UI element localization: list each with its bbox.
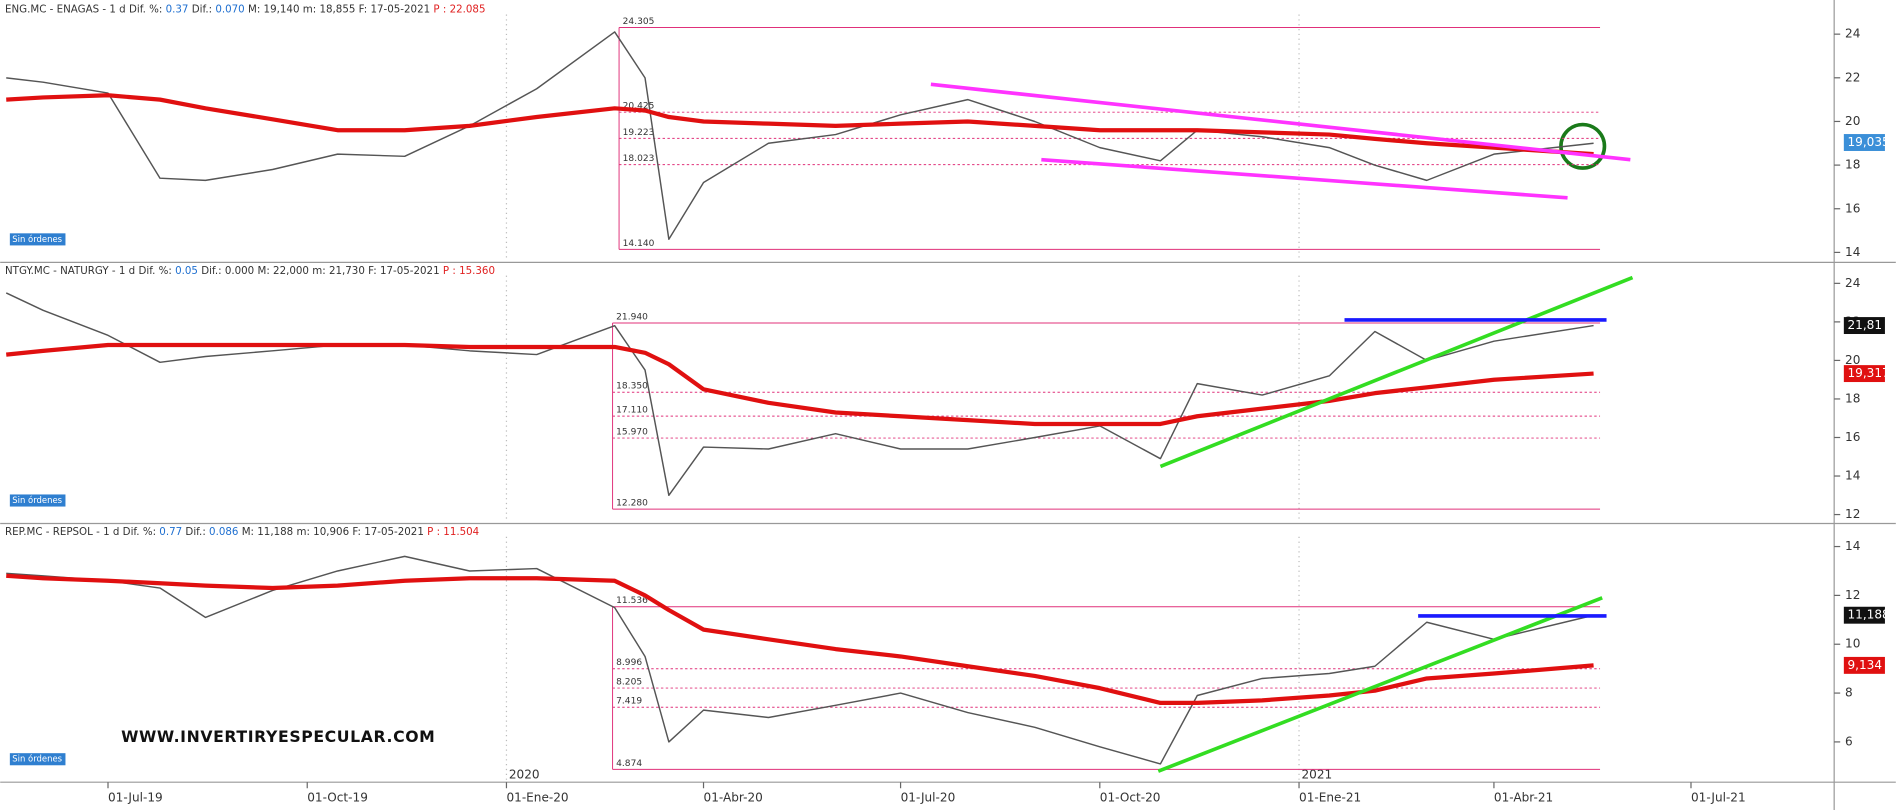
- level-label: 14.140: [623, 239, 655, 249]
- moving-average: [6, 93, 1594, 157]
- y-tick-label: 14: [1845, 245, 1860, 259]
- x-tick-label: 01-Jul-19: [108, 790, 163, 804]
- level-label: 4.874: [616, 759, 642, 769]
- panel-header: ENG.MC - ENAGAS - 1 d Dif. %: 0.37 Dif.:…: [5, 4, 486, 16]
- year-label: 2021: [1301, 767, 1332, 781]
- y-tick-label: 10: [1845, 637, 1860, 651]
- last-value-box: [1843, 606, 1885, 624]
- last-value-box: [1843, 656, 1885, 674]
- orders-button-label: Sin órdenes: [12, 754, 62, 764]
- trend-line: [930, 82, 1631, 162]
- header-segment: 0.086: [209, 526, 238, 538]
- orders-button-label: Sin órdenes: [12, 495, 62, 505]
- y-tick-label: 18: [1845, 158, 1860, 172]
- moving-average: [6, 342, 1594, 427]
- moving-average: [6, 573, 1594, 706]
- header-segment: P : 22.085: [433, 4, 485, 16]
- level-label: 7.419: [616, 697, 642, 707]
- chart-layer: 01-Jul-19 01-Oct-19 01-Ene-20 01-Abr-20 01-J…: [5, 4, 1890, 805]
- last-value-label: 19,317: [1847, 366, 1889, 380]
- x-tick-label: 01-Jul-21: [1691, 790, 1746, 804]
- last-value-box: [1843, 134, 1885, 151]
- y-tick-label: 14: [1845, 469, 1860, 483]
- price-line: [6, 31, 1594, 240]
- last-value-box: [1843, 365, 1885, 383]
- orders-button[interactable]: [9, 494, 66, 507]
- x-tick-label: 01-Abr-21: [1494, 790, 1553, 804]
- panel-header: NTGY.MC - NATURGY - 1 d Dif. %: 0.05 Dif…: [5, 265, 495, 277]
- level-label: 21.940: [616, 312, 648, 322]
- y-tick-label: 20: [1845, 114, 1860, 128]
- header-segment: 0.070: [215, 4, 244, 16]
- header-segment: Dif.:: [182, 526, 209, 538]
- level-label: 24.305: [623, 17, 655, 27]
- level-label: 20.425: [623, 102, 655, 112]
- x-tick-label: 01-Oct-19: [307, 790, 368, 804]
- trend-line: [1157, 596, 1603, 773]
- y-tick-label: 24: [1845, 276, 1860, 290]
- header-segment: 0.05: [175, 265, 198, 277]
- level-label: 18.350: [616, 382, 648, 392]
- y-tick-label: 14: [1845, 539, 1860, 553]
- header-segment: Dif.: 0.000 M: 22,000 m: 21,730 F: 17-05…: [198, 265, 443, 277]
- trend-line: [1041, 157, 1568, 200]
- trend-line: [1159, 275, 1634, 469]
- panel-header: REP.MC - REPSOL - 1 d Dif. %: 0.77 Dif.:…: [5, 526, 479, 538]
- price-line: [5, 292, 1594, 497]
- price-line: [6, 555, 1594, 765]
- y-tick-label: 16: [1845, 430, 1860, 444]
- level-label: 8.205: [616, 678, 642, 688]
- x-tick-label: 01-Abr-20: [704, 790, 763, 804]
- header-segment: P : 15.360: [443, 265, 495, 277]
- level-label: 18.023: [623, 154, 655, 164]
- watermark: WWW.INVERTIRYESPECULAR.COM: [121, 727, 435, 746]
- y-tick-label: 8: [1845, 686, 1853, 700]
- y-tick-label: 20: [1845, 353, 1860, 367]
- level-label: 11.536: [616, 596, 648, 606]
- last-value-label: 19,035: [1847, 135, 1889, 149]
- y-tick-label: 12: [1845, 588, 1860, 602]
- y-tick-label: 22: [1845, 70, 1860, 84]
- year-label: 2020: [509, 767, 540, 781]
- y-tick-label: 16: [1845, 201, 1860, 215]
- header-segment: ENG.MC - ENAGAS - 1 d Dif. %:: [5, 4, 166, 16]
- orders-button[interactable]: [9, 233, 66, 246]
- x-tick-label: 01-Ene-20: [506, 790, 568, 804]
- header-segment: 0.37: [166, 4, 189, 16]
- level-label: 8.996: [616, 658, 642, 668]
- header-segment: M: 19,140 m: 18,855 F: 17-05-2021: [245, 4, 434, 16]
- header-segment: NTGY.MC - NATURGY - 1 d Dif. %:: [5, 265, 175, 277]
- header-segment: REP.MC - REPSOL - 1 d Dif. %:: [5, 526, 159, 538]
- level-label: 17.110: [616, 406, 648, 416]
- level-label: 19.223: [623, 128, 655, 138]
- last-value-label: 11,188: [1847, 608, 1889, 622]
- level-label: 12.280: [616, 499, 648, 509]
- x-tick-label: 01-Oct-20: [1100, 790, 1161, 804]
- orders-button[interactable]: [9, 753, 66, 766]
- last-value-label: 21,81: [1847, 318, 1882, 332]
- level-label: 15.970: [616, 428, 648, 438]
- last-value-box: [1843, 317, 1885, 335]
- x-tick-label: 01-Jul-20: [901, 790, 956, 804]
- orders-button-label: Sin órdenes: [12, 234, 62, 244]
- x-tick-label: 01-Ene-21: [1299, 790, 1361, 804]
- header-segment: M: 11,188 m: 10,906 F: 17-05-2021: [238, 526, 427, 538]
- last-value-label: 9,134: [1847, 658, 1882, 672]
- header-segment: 0.77: [159, 526, 182, 538]
- header-segment: Dif.:: [188, 4, 215, 16]
- header-segment: P : 11.504: [427, 526, 479, 538]
- y-tick-label: 12: [1845, 507, 1860, 521]
- y-tick-label: 24: [1845, 27, 1860, 41]
- y-tick-label: 6: [1845, 734, 1853, 748]
- y-tick-label: 18: [1845, 391, 1860, 405]
